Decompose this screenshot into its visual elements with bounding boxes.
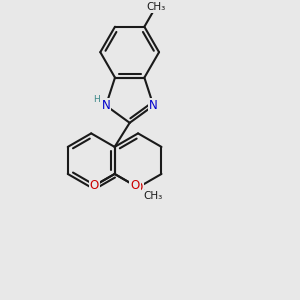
Text: N: N xyxy=(101,99,110,112)
Text: N: N xyxy=(149,99,158,112)
Text: H: H xyxy=(93,94,100,103)
Text: O: O xyxy=(90,179,99,192)
Text: O: O xyxy=(134,181,143,194)
Text: CH₃: CH₃ xyxy=(144,191,163,201)
Text: O: O xyxy=(130,179,140,192)
Text: CH₃: CH₃ xyxy=(146,2,166,12)
